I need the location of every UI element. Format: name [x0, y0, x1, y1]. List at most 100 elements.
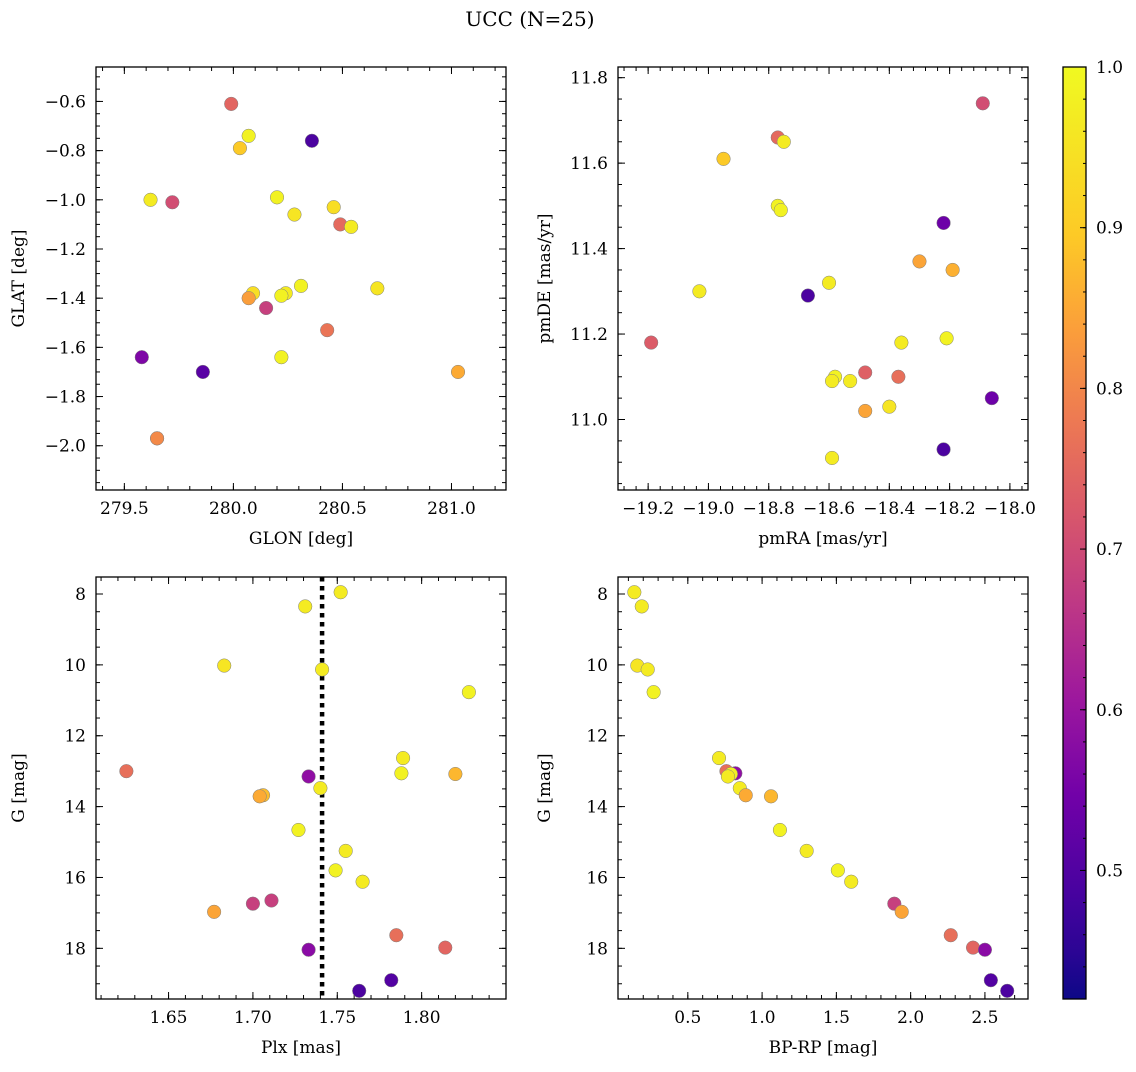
- y-tick-label: −1.2: [45, 240, 86, 260]
- data-point: [119, 764, 134, 779]
- data-point: [241, 128, 256, 143]
- data-point: [824, 450, 840, 466]
- x-tick-label: −18.8: [743, 499, 795, 519]
- colorbar-gradient: [1062, 66, 1087, 1000]
- data-point: [763, 789, 779, 804]
- data-point: [945, 262, 960, 278]
- data-point: [394, 766, 409, 781]
- data-point: [315, 662, 330, 677]
- data-point: [328, 863, 343, 878]
- colorbar: 0.5 0.6 0.7 0.8 0.9 1.0: [1062, 58, 1123, 1000]
- data-point: [692, 284, 707, 299]
- data-point: [301, 942, 316, 957]
- data-point: [320, 323, 335, 338]
- y-tick-label: 11.8: [570, 69, 608, 89]
- y-tick-label: −0.6: [45, 92, 86, 112]
- data-point: [293, 278, 309, 293]
- data-point: [232, 141, 247, 156]
- y-tick-label: 16: [586, 868, 608, 888]
- data-point: [165, 195, 180, 210]
- data-point: [800, 288, 815, 303]
- data-point: [640, 662, 655, 677]
- data-point: [965, 940, 981, 955]
- y-tick-label: 11.0: [570, 411, 608, 431]
- figure-title: UCC (N=25): [465, 7, 594, 31]
- data-point: [298, 599, 313, 614]
- data-point: [912, 254, 927, 269]
- x-tick-label: 280.0: [209, 499, 258, 519]
- data-point: [720, 769, 735, 784]
- x-axis-label: GLON [deg]: [249, 529, 353, 549]
- data-point: [370, 281, 385, 296]
- x-tick-label: 280.5: [318, 499, 367, 519]
- data-point: [821, 275, 837, 290]
- y-tick-label: 12: [586, 727, 608, 747]
- y-tick-label: 18: [64, 939, 86, 959]
- y-tick-label: 10: [64, 656, 86, 676]
- axes-frame: [617, 66, 1029, 491]
- data-point: [396, 751, 411, 766]
- y-tick-label: −1.8: [45, 388, 86, 408]
- data-point: [333, 585, 348, 600]
- data-point: [843, 373, 858, 389]
- colorbar-tick-label: 0.5: [1096, 861, 1123, 881]
- data-point: [291, 822, 306, 838]
- colorbar-tick-label: 0.9: [1096, 219, 1123, 239]
- data-point: [313, 781, 328, 796]
- data-point: [355, 874, 370, 889]
- data-point: [799, 843, 814, 858]
- data-point: [338, 843, 353, 858]
- data-point: [304, 133, 319, 148]
- data-point: [150, 431, 165, 446]
- data-point: [644, 335, 659, 350]
- x-tick-label: 0.5: [674, 1008, 701, 1028]
- data-point: [224, 96, 239, 111]
- y-tick-label: −1.4: [45, 289, 86, 309]
- data-point: [217, 658, 232, 673]
- data-point: [776, 134, 791, 149]
- y-tick-label: 11.4: [570, 240, 608, 260]
- x-axis-label: pmRA [mas/yr]: [758, 529, 887, 549]
- data-point: [269, 190, 285, 205]
- data-point: [936, 215, 951, 231]
- y-axis-label: G [mag]: [9, 753, 29, 822]
- data-point: [977, 942, 992, 957]
- data-point: [134, 350, 149, 365]
- y-tick-label: 8: [597, 585, 608, 605]
- axes-frame: [617, 576, 1029, 1000]
- data-point: [241, 291, 256, 306]
- data-point: [1000, 983, 1015, 998]
- y-tick-label: −1.6: [45, 338, 86, 358]
- data-point: [984, 391, 999, 406]
- panels: 279.5 280.0 280.5 281.0 −0.6 −0.8 −1.0 −1.2 −1.4…: [9, 66, 1036, 1058]
- data-point: [894, 335, 909, 350]
- data-point: [274, 350, 289, 365]
- data-point: [844, 874, 859, 889]
- y-tick-label: 18: [586, 939, 608, 959]
- x-tick-label: 1.75: [318, 1008, 356, 1028]
- x-tick-label: 1.70: [234, 1008, 272, 1028]
- data-point: [830, 863, 845, 878]
- data-point: [274, 288, 289, 303]
- x-tick-label: 1.65: [150, 1008, 188, 1028]
- y-tick-label: 11.2: [570, 325, 608, 345]
- y-axis-label: pmDE [mas/yr]: [535, 213, 555, 343]
- y-tick-label: −0.8: [45, 142, 86, 162]
- data-point: [287, 207, 302, 222]
- data-point: [143, 192, 158, 207]
- data-point: [301, 769, 316, 784]
- x-axis-label: Plx [mas]: [261, 1038, 341, 1058]
- y-tick-label: 10: [586, 656, 608, 676]
- x-axis-label: BP-RP [mag]: [769, 1038, 878, 1058]
- data-point: [646, 685, 661, 700]
- data-point: [772, 822, 787, 838]
- data-point: [773, 203, 788, 218]
- x-tick-label: −18.0: [984, 499, 1036, 519]
- data-point: [352, 983, 367, 998]
- data-point: [326, 200, 341, 215]
- colorbar-tick-label: 1.0: [1096, 58, 1123, 78]
- data-point: [711, 751, 727, 766]
- y-axis-label: G [mag]: [535, 753, 555, 822]
- data-point: [975, 96, 990, 111]
- data-point: [882, 399, 897, 414]
